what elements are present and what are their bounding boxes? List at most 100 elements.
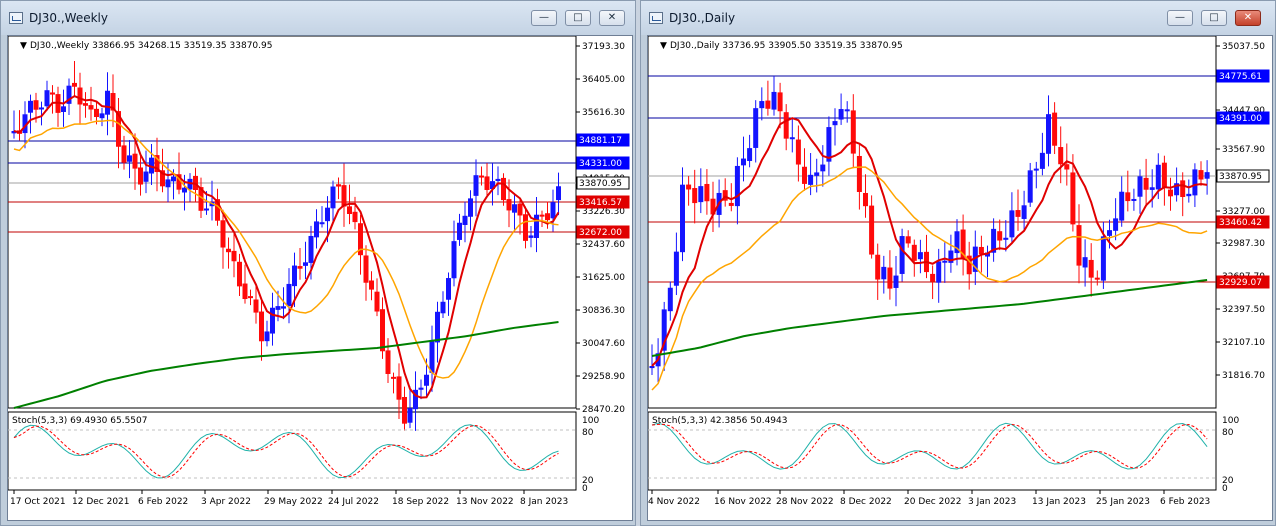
candle-body (1137, 176, 1143, 197)
candle-body (127, 155, 132, 162)
candle-body (704, 183, 710, 202)
price-tag-label: 33460.42 (1219, 218, 1262, 228)
title-bar[interactable]: DJ30.,Weekly — □ ✕ (1, 1, 635, 35)
price-tag (1216, 111, 1270, 125)
candle-body (1070, 172, 1076, 225)
candle-body (429, 340, 435, 373)
price-tag (576, 195, 630, 209)
candle-body (215, 199, 220, 221)
slow-moving-average-line (13, 321, 559, 409)
candle-body (248, 296, 253, 299)
stochastic-main-line (13, 424, 559, 479)
chart-header: DJ30.,Daily 33736.95 33905.50 33519.35 3… (670, 41, 903, 51)
x-tick-label: 8 Jan 2023 (520, 497, 568, 507)
candle-body (468, 198, 473, 217)
candle-body (1186, 193, 1192, 197)
candle-body (292, 265, 297, 287)
candle-body (899, 236, 905, 274)
weekly-chart-window[interactable]: DJ30.,Weekly — □ ✕ ▼ DJ30.,Weekly 33866.9… (0, 0, 636, 526)
candle-body (110, 93, 116, 111)
close-button[interactable]: ✕ (599, 10, 625, 26)
price-tag-label: 33870.95 (1219, 172, 1262, 182)
candle-body (556, 186, 561, 201)
maximize-button[interactable]: □ (565, 10, 591, 26)
candle-body (512, 204, 517, 213)
candle-body (1155, 164, 1161, 190)
candle-body (710, 198, 716, 215)
stoch-level-label: 20 (582, 476, 594, 486)
maximize-button[interactable]: □ (1201, 10, 1227, 26)
chart-area[interactable]: ▼ DJ30.,Weekly 33866.95 34268.15 33519.35… (7, 35, 633, 521)
minimize-button[interactable]: — (531, 10, 557, 26)
candle-body (960, 229, 966, 258)
weekly-chart-svg: ▼ DJ30.,Weekly 33866.95 34268.15 33519.35… (8, 36, 630, 507)
candle-body (495, 178, 501, 182)
candle-body (1107, 230, 1112, 236)
minimize-button[interactable]: — (1167, 10, 1193, 26)
close-icon: ✕ (607, 12, 617, 23)
candle-body (1131, 198, 1137, 201)
candle-body (741, 158, 746, 166)
y-tick-label: 32437.60 (582, 240, 625, 250)
candle-body (33, 100, 39, 110)
candle-body (160, 170, 165, 187)
candle-body (198, 187, 204, 211)
candle-body (887, 267, 893, 289)
window-title: DJ30.,Daily (669, 11, 736, 25)
price-tag-label: 33870.95 (579, 179, 622, 189)
candle-body (396, 376, 402, 400)
x-tick-label: 13 Jan 2023 (1032, 497, 1086, 507)
candle-body (881, 266, 887, 280)
candle-body (539, 214, 545, 217)
candle-body (330, 186, 336, 209)
chart-area[interactable]: ▼ DJ30.,Daily 33736.95 33905.50 33519.35 … (647, 35, 1273, 521)
price-tag-label: 32672.00 (579, 228, 622, 238)
close-button[interactable]: ✕ (1235, 10, 1261, 26)
title-bar[interactable]: DJ30.,Daily — □ ✕ (641, 1, 1275, 35)
price-tag (576, 176, 630, 190)
candle-body (765, 100, 771, 109)
candle-body (850, 110, 856, 154)
candle-body (905, 236, 911, 244)
candle-body (777, 92, 783, 112)
y-tick-label: 32107.10 (1222, 338, 1265, 348)
candle-body (869, 205, 875, 255)
candle-body (673, 251, 679, 286)
x-tick-label: 18 Sep 2022 (392, 497, 449, 507)
candle-body (1064, 164, 1070, 170)
candle-body (61, 106, 66, 112)
price-tag-label: 33416.57 (579, 198, 622, 208)
candle-body (771, 91, 777, 110)
candle-body (143, 171, 149, 182)
candle-body (838, 109, 844, 120)
candle-body (374, 291, 380, 312)
y-tick-label: 31816.70 (1222, 371, 1265, 381)
daily-chart-window[interactable]: DJ30.,Daily — □ ✕ ▼ DJ30.,Daily 33736.95 … (640, 0, 1276, 526)
candle-body (484, 176, 490, 190)
candle-body (734, 165, 740, 207)
candle-body (66, 85, 72, 104)
candle-body (1125, 192, 1131, 202)
candle-body (517, 203, 523, 216)
fast-moving-average-line (651, 117, 1208, 367)
candle-body (966, 255, 972, 275)
x-tick-label: 3 Apr 2022 (201, 497, 251, 507)
candle-body (242, 283, 248, 300)
candle-body (105, 90, 110, 115)
candle-body (149, 157, 154, 174)
price-tag-label: 34881.17 (579, 136, 622, 146)
maximize-icon: □ (573, 12, 583, 23)
candle-body (930, 273, 936, 282)
price-tag (1216, 215, 1270, 229)
stoch-level-label: 100 (582, 416, 599, 426)
candle-body (171, 176, 176, 182)
candle-body (446, 278, 451, 300)
y-tick-label: 33226.30 (582, 207, 625, 217)
stochastic-label: Stoch(5,3,3) 42.3856 50.4943 (652, 416, 787, 426)
y-tick-label: 32987.30 (1222, 239, 1265, 249)
stochastic-pane (8, 411, 577, 491)
stoch-level-label: 80 (582, 428, 594, 438)
fast-moving-average-line (13, 94, 560, 399)
candle-body (303, 262, 308, 266)
candle-body (550, 202, 556, 219)
